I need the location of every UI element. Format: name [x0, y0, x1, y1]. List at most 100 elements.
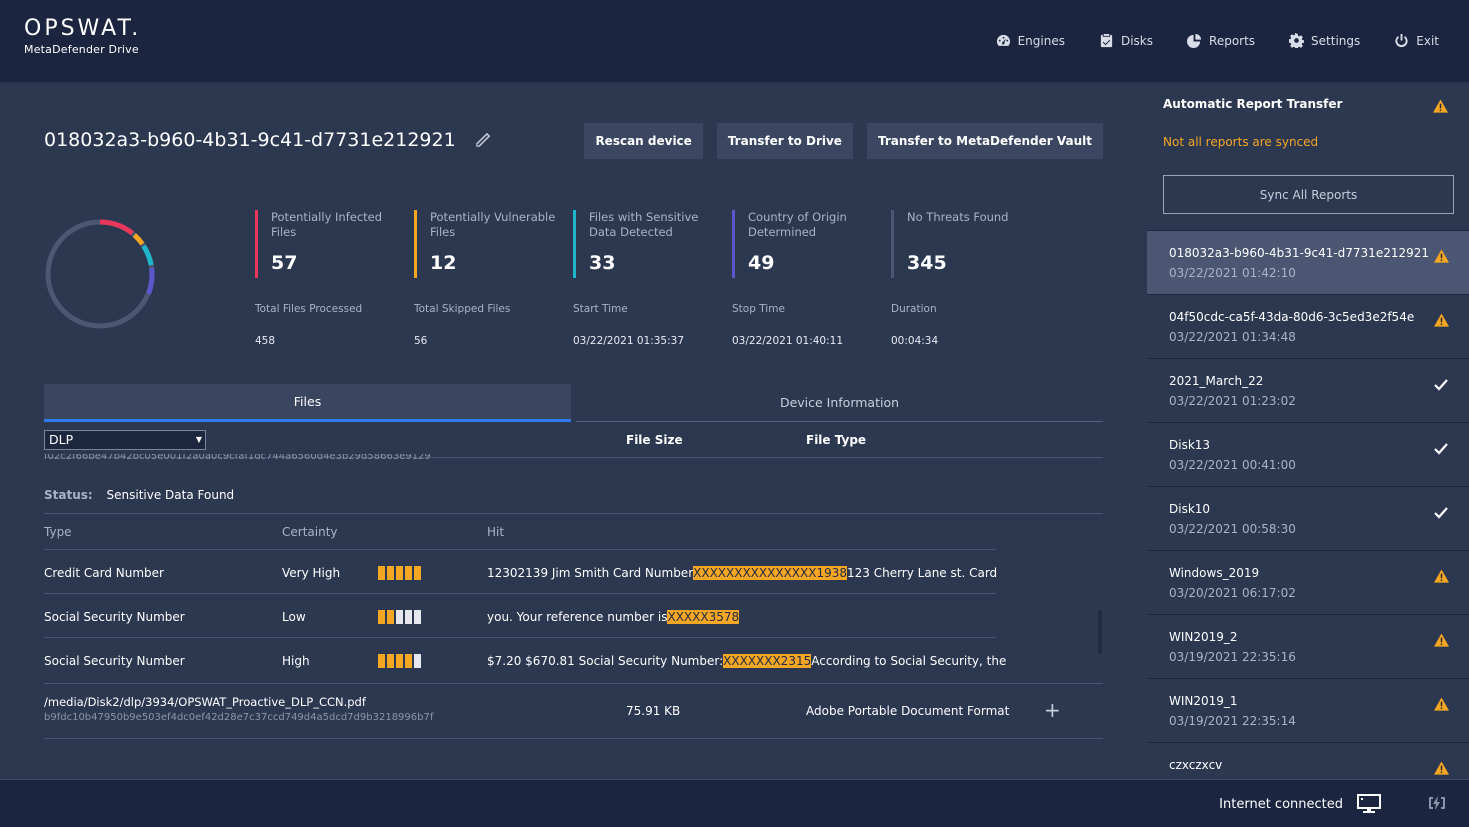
summary-value: 03/22/2021 01:35:37: [573, 335, 685, 347]
previous-file-hash: f02c2f66be47b42bc05e001f2a0a0c9cfaf1dc74…: [44, 454, 431, 462]
report-item[interactable]: 018032a3-b960-4b31-9c41-d7731e212921 03/2…: [1147, 231, 1469, 294]
report-name: Windows_2019: [1169, 566, 1260, 580]
report-name: 2021_March_22: [1169, 374, 1264, 388]
donut-segment-vulnerable: [132, 233, 145, 246]
hit-highlight: XXXXXXX2315: [723, 654, 812, 668]
transfer-to-vault-button[interactable]: Transfer to MetaDefender Vault: [866, 123, 1103, 159]
gear-icon: [1289, 33, 1305, 48]
content-tabs: Files Device Information: [44, 384, 1103, 422]
report-name: 04f50cdc-ca5f-43da-80d6-3c5ed3e2f54e: [1169, 310, 1415, 324]
report-item[interactable]: 04f50cdc-ca5f-43da-80d6-3c5ed3e2f54e 03/2…: [1147, 295, 1469, 358]
dlp-type: Social Security Number: [44, 654, 185, 668]
file-hash: b9fdc10b47950b9e503ef4dc0ef42d28e7c37ccd…: [44, 712, 434, 723]
warning-icon: [1433, 99, 1448, 113]
expand-plus-icon[interactable]: +: [1044, 698, 1061, 722]
dlp-type: Social Security Number: [44, 610, 185, 624]
stat-bar: [732, 210, 735, 278]
results-donut-chart: [45, 219, 155, 329]
nav-reports[interactable]: Reports: [1187, 33, 1255, 48]
report-item[interactable]: 2021_March_22 03/22/2021 01:23:02: [1147, 359, 1469, 422]
divider: [44, 738, 1103, 739]
warning-icon: [1434, 248, 1449, 267]
reports-sidebar: Automatic Report Transfer Not all report…: [1147, 83, 1469, 779]
report-name: WIN2019_2: [1169, 630, 1238, 644]
dlp-scrollbar[interactable]: [1098, 610, 1102, 654]
certainty-meter: [378, 566, 421, 580]
sync-all-reports-button[interactable]: Sync All Reports: [1163, 175, 1454, 214]
app-header: OPSWAT. MetaDefender Drive Engines Disks…: [0, 0, 1469, 83]
hit-highlight: XXXXXXXXXXXXXXX1938: [693, 566, 847, 580]
sync-warning-text: Not all reports are synced: [1163, 135, 1319, 149]
caret-down-icon: ▼: [195, 435, 202, 444]
warning-icon: [1434, 568, 1449, 587]
summary-value: 00:04:34: [891, 335, 939, 347]
rescan-device-button[interactable]: Rescan device: [584, 123, 703, 159]
hit-text: $7.20 $670.81 Social Security Number:: [487, 654, 724, 668]
file-list-header: DLP ▼ File Size File Type: [44, 428, 1103, 458]
opswat-logo: OPSWAT. MetaDefender Drive: [24, 16, 141, 56]
dlp-certainty: Very High: [282, 566, 341, 580]
nav-settings-label: Settings: [1311, 33, 1361, 48]
stat-label: No Threats Found: [907, 210, 1009, 224]
filter-select-value: DLP: [49, 432, 74, 447]
stat-vulnerable: Potentially Vulnerable Files 12: [414, 210, 564, 278]
filter-select[interactable]: DLP ▼: [44, 430, 206, 450]
report-item[interactable]: czxczxcv: [1147, 743, 1469, 779]
report-name: czxczxcv: [1169, 758, 1223, 772]
checkmark-icon: [1434, 504, 1448, 523]
meter-segment: [405, 566, 412, 580]
file-type: Adobe Portable Document Format: [806, 704, 1010, 718]
stat-value: 49: [748, 252, 775, 274]
report-name: WIN2019_1: [1169, 694, 1238, 708]
nav-engines[interactable]: Engines: [996, 33, 1065, 48]
nav-exit[interactable]: Exit: [1394, 33, 1439, 48]
speedometer-icon: [996, 34, 1010, 46]
report-date: 03/19/2021 22:35:16: [1169, 650, 1296, 664]
divider: [44, 637, 996, 638]
column-file-type[interactable]: File Type: [806, 433, 867, 447]
meter-segment: [387, 610, 394, 624]
divider: [44, 549, 996, 550]
hit-text: you. Your reference number is: [487, 610, 668, 624]
pie-chart-icon: [1187, 33, 1202, 48]
stat-label: Country of Origin Determined: [748, 210, 847, 239]
dlp-hit: you. Your reference number isXXXXX3578: [487, 610, 740, 624]
report-date: 03/22/2021 01:23:02: [1169, 394, 1296, 408]
meter-segment: [414, 610, 421, 624]
auto-report-transfer: Automatic Report Transfer Not all report…: [1147, 83, 1469, 230]
report-item[interactable]: WIN2019_1 03/19/2021 22:35:14: [1147, 679, 1469, 742]
meter-segment: [414, 654, 421, 668]
stat-value: 57: [271, 252, 298, 274]
dlp-header-type: Type: [44, 525, 72, 539]
donut-segment-infected: [99, 219, 134, 236]
dlp-hit: 12302139 Jim Smith Card NumberXXXXXXXXXX…: [487, 566, 997, 580]
summary-value: 56: [414, 335, 428, 347]
nav-disks[interactable]: Disks: [1099, 33, 1153, 48]
certainty-meter: [378, 610, 421, 624]
report-date: 03/20/2021 06:17:02: [1169, 586, 1296, 600]
file-path[interactable]: /media/Disk2/dlp/3934/OPSWAT_Proactive_D…: [44, 695, 366, 709]
transfer-to-drive-button[interactable]: Transfer to Drive: [716, 123, 853, 159]
report-name: 018032a3-b960-4b31-9c41-d7731e212921: [1169, 246, 1430, 260]
certainty-meter: [378, 654, 421, 668]
report-date: 03/22/2021 00:58:30: [1169, 522, 1296, 536]
report-item[interactable]: WIN2019_2 03/19/2021 22:35:16: [1147, 615, 1469, 678]
meter-segment: [387, 566, 394, 580]
report-item[interactable]: Windows_2019 03/20/2021 06:17:02: [1147, 551, 1469, 614]
pencil-icon[interactable]: [474, 131, 492, 149]
checkmark-icon: [1434, 440, 1448, 459]
checkmark-icon: [1434, 376, 1448, 395]
dlp-status: Status: Sensitive Data Found: [44, 488, 234, 502]
report-item[interactable]: Disk10 03/22/2021 00:58:30: [1147, 487, 1469, 550]
tab-device-information[interactable]: Device Information: [576, 384, 1103, 422]
dlp-type: Credit Card Number: [44, 566, 164, 580]
tab-files[interactable]: Files: [44, 384, 571, 422]
meter-segment: [414, 566, 421, 580]
connection-status: Internet connected: [1219, 797, 1343, 812]
status-label: Status:: [44, 488, 93, 502]
dlp-certainty: Low: [282, 610, 306, 624]
report-item[interactable]: Disk13 03/22/2021 00:41:00: [1147, 423, 1469, 486]
warning-icon: [1434, 760, 1449, 779]
column-file-size[interactable]: File Size: [626, 433, 683, 447]
nav-settings[interactable]: Settings: [1289, 33, 1360, 48]
